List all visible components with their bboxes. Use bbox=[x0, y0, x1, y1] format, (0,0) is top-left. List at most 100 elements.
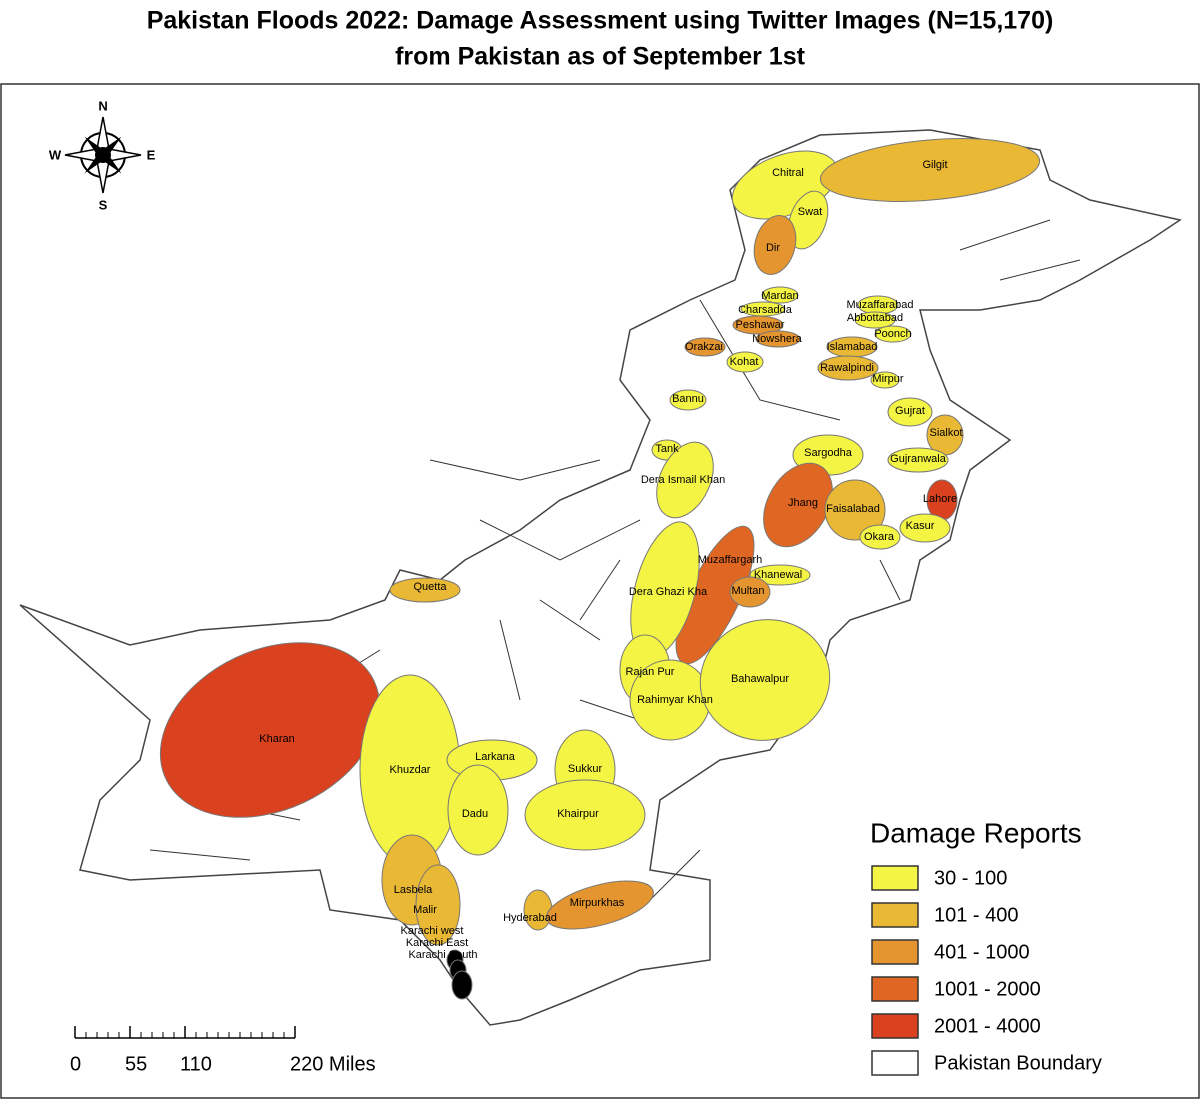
district-area bbox=[887, 397, 933, 427]
country-outline bbox=[19, 129, 1182, 1026]
district-label: Sukkur bbox=[568, 763, 603, 775]
district-area bbox=[159, 642, 381, 818]
district-area bbox=[874, 325, 912, 343]
district-label: Hyderabad bbox=[503, 912, 557, 924]
district-label: Mirpurkhas bbox=[570, 897, 625, 909]
district-label: Dera Ismail Khan bbox=[641, 474, 725, 486]
district-label: Larkana bbox=[475, 751, 516, 763]
district-area bbox=[763, 462, 833, 548]
district-label: Peshawar bbox=[736, 319, 785, 331]
legend-label: Pakistan Boundary bbox=[934, 1052, 1102, 1074]
compass: N E S W bbox=[49, 98, 156, 212]
legend-label: 1001 - 2000 bbox=[934, 978, 1041, 1000]
district-area bbox=[870, 371, 900, 389]
district-label: Gujrat bbox=[895, 405, 925, 417]
district-label: Khuzdar bbox=[390, 764, 431, 776]
district-label: Gujranwala bbox=[890, 453, 947, 465]
legend-swatch bbox=[871, 976, 919, 1002]
district-label: Chitral bbox=[772, 167, 804, 179]
legend-title: Damage Reports bbox=[870, 817, 1082, 848]
district-area bbox=[859, 524, 901, 550]
legend-label: 2001 - 4000 bbox=[934, 1015, 1041, 1037]
district-area bbox=[699, 619, 831, 741]
district-area bbox=[546, 880, 654, 930]
district-label: Abbottabad bbox=[847, 312, 903, 324]
district-label: Dadu bbox=[462, 808, 488, 820]
district-area bbox=[523, 889, 553, 931]
scale-label: 0 bbox=[70, 1053, 81, 1075]
district-area bbox=[887, 447, 949, 473]
legend-swatch bbox=[871, 902, 919, 928]
district-label: Malir bbox=[413, 904, 437, 916]
district-area bbox=[451, 970, 473, 1000]
legend: Damage Reports 30 - 100 101 - 400 401 - 10… bbox=[870, 817, 1102, 1076]
district-label: Rawalpindi bbox=[820, 362, 874, 374]
district-label: Multan bbox=[731, 585, 764, 597]
district-label: Karachi East bbox=[406, 937, 468, 949]
legend-label: 30 - 100 bbox=[934, 867, 1007, 889]
district-label: Kasur bbox=[906, 520, 935, 532]
district-label: Faisalabad bbox=[826, 503, 880, 515]
district-area bbox=[415, 864, 461, 946]
district-area bbox=[726, 351, 764, 373]
district-label: Gilgit bbox=[922, 159, 947, 171]
district-area bbox=[819, 138, 1041, 202]
district-label: Khairpur bbox=[557, 808, 599, 820]
district-area bbox=[656, 441, 714, 519]
district-area bbox=[684, 337, 726, 357]
district-label: Mardan bbox=[761, 290, 798, 302]
district-label: Charsadda bbox=[738, 304, 793, 316]
district-label: Jhang bbox=[788, 497, 818, 509]
title-line: from Pakistan as of September 1st bbox=[395, 43, 806, 71]
district-label: Muzaffargarh bbox=[698, 554, 763, 566]
district-label: Sialkot bbox=[929, 427, 962, 439]
district-label: Dera Ghazi Kha bbox=[629, 586, 708, 598]
compass-s: S bbox=[99, 197, 108, 212]
legend-swatch bbox=[871, 1050, 919, 1076]
compass-center bbox=[95, 147, 111, 163]
district-label: Kharan bbox=[259, 733, 294, 745]
title-line: Pakistan Floods 2022: Damage Assessment … bbox=[147, 7, 1054, 35]
compass-e: E bbox=[147, 147, 156, 162]
district-area bbox=[389, 577, 461, 603]
legend-swatch bbox=[871, 865, 919, 891]
district-area bbox=[749, 564, 811, 586]
district-label: Rajan Pur bbox=[626, 666, 675, 678]
district-label: Islamabad bbox=[827, 341, 878, 353]
districts bbox=[159, 138, 1041, 1000]
compass-n: N bbox=[98, 98, 107, 113]
district-area bbox=[817, 355, 879, 381]
district-label: Muzaffarabad bbox=[846, 299, 913, 311]
district-area bbox=[761, 286, 799, 304]
district-label: Orakzai bbox=[685, 341, 723, 353]
district-area bbox=[524, 779, 646, 851]
district-label: Dir bbox=[766, 242, 780, 254]
district-area bbox=[729, 576, 771, 608]
district-area bbox=[854, 311, 896, 329]
district-label: Karachi west bbox=[401, 925, 464, 937]
district-area bbox=[669, 389, 707, 411]
district-area bbox=[447, 764, 509, 856]
district-label: Quetta bbox=[413, 581, 447, 593]
district-label: Nowshera bbox=[752, 333, 802, 345]
district-label: Sargodha bbox=[804, 447, 853, 459]
legend-swatch bbox=[871, 1013, 919, 1039]
district-label: Okara bbox=[864, 531, 895, 543]
district-area bbox=[787, 190, 829, 250]
scale-label: 110 bbox=[180, 1053, 212, 1075]
scale-label: 220 Miles bbox=[290, 1053, 376, 1075]
district-label: Bahawalpur bbox=[731, 673, 789, 685]
district-label: Karachi South bbox=[408, 949, 477, 961]
district-area bbox=[755, 330, 801, 348]
district-label: Lasbela bbox=[394, 884, 433, 896]
district-label: Poonch bbox=[874, 328, 911, 340]
district-label: Tank bbox=[655, 443, 679, 455]
legend-label: 401 - 1000 bbox=[934, 941, 1030, 963]
legend-swatch bbox=[871, 939, 919, 965]
district-area bbox=[732, 315, 784, 335]
map-frame bbox=[0, 83, 1200, 1099]
district-label: Swat bbox=[798, 206, 822, 218]
district-label: Bannu bbox=[672, 393, 704, 405]
legend-label: 101 - 400 bbox=[934, 904, 1019, 926]
